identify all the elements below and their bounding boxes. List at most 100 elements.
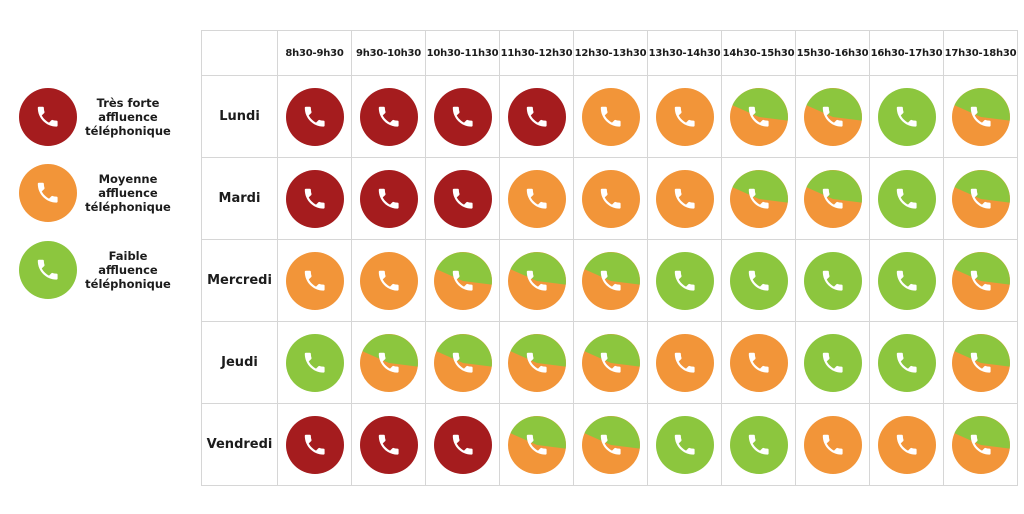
day-label: Lundi: [202, 76, 278, 158]
phone-icon: [729, 87, 789, 147]
phone-icon: [803, 333, 863, 393]
affluence-cell: [352, 404, 426, 486]
phone-icon: [877, 251, 937, 311]
affluence-cell: [500, 158, 574, 240]
affluence-cell: [722, 76, 796, 158]
time-slot-header: 17h30-18h30: [944, 31, 1018, 76]
affluence-cell: [574, 322, 648, 404]
phone-icon: [18, 240, 78, 300]
phone-icon: [729, 333, 789, 393]
phone-icon: [507, 169, 567, 229]
phone-icon: [359, 415, 419, 475]
affluence-cell: [426, 240, 500, 322]
time-slot-header: 8h30-9h30: [278, 31, 352, 76]
affluence-cell: [870, 158, 944, 240]
phone-icon: [803, 251, 863, 311]
phone-icon: [285, 333, 345, 393]
phone-icon: [951, 251, 1011, 311]
affluence-cell: [796, 76, 870, 158]
time-slot-header: 16h30-17h30: [870, 31, 944, 76]
affluence-cell: [796, 404, 870, 486]
phone-icon: [951, 169, 1011, 229]
affluence-cell: [426, 158, 500, 240]
affluence-cell: [500, 240, 574, 322]
grid-corner: [202, 31, 278, 76]
time-slot-header: 12h30-13h30: [574, 31, 648, 76]
affluence-cell: [426, 322, 500, 404]
time-slot-header: 15h30-16h30: [796, 31, 870, 76]
phone-icon: [507, 333, 567, 393]
affluence-cell: [796, 158, 870, 240]
affluence-cell: [278, 240, 352, 322]
legend-label: Faible affluence téléphonique: [85, 249, 171, 291]
legend-item-strong: Très forte affluence téléphonique: [18, 87, 208, 147]
affluence-cell: [500, 322, 574, 404]
affluence-cell: [648, 240, 722, 322]
phone-icon: [433, 333, 493, 393]
phone-icon: [581, 169, 641, 229]
affluence-cell: [574, 404, 648, 486]
affluence-cell: [944, 404, 1018, 486]
day-label: Jeudi: [202, 322, 278, 404]
phone-icon: [655, 415, 715, 475]
day-label: Vendredi: [202, 404, 278, 486]
phone-icon: [951, 333, 1011, 393]
day-label: Mercredi: [202, 240, 278, 322]
affluence-cell: [426, 76, 500, 158]
phone-icon: [433, 251, 493, 311]
affluence-cell: [352, 158, 426, 240]
affluence-cell: [352, 322, 426, 404]
time-slot-header: 11h30-12h30: [500, 31, 574, 76]
affluence-cell: [648, 322, 722, 404]
affluence-cell: [278, 158, 352, 240]
phone-icon: [18, 87, 78, 147]
phone-icon: [729, 415, 789, 475]
phone-icon: [803, 415, 863, 475]
phone-icon: [803, 87, 863, 147]
phone-icon: [877, 415, 937, 475]
affluence-cell: [574, 240, 648, 322]
phone-icon: [951, 87, 1011, 147]
affluence-cell: [722, 240, 796, 322]
phone-icon: [18, 163, 78, 223]
phone-icon: [359, 251, 419, 311]
affluence-cell: [426, 404, 500, 486]
affluence-cell: [278, 404, 352, 486]
phone-icon: [655, 333, 715, 393]
phone-icon: [803, 169, 863, 229]
phone-icon: [507, 251, 567, 311]
phone-icon: [729, 169, 789, 229]
affluence-cell: [278, 76, 352, 158]
phone-icon: [285, 169, 345, 229]
affluence-cell: [944, 240, 1018, 322]
affluence-cell: [944, 158, 1018, 240]
phone-icon: [877, 333, 937, 393]
time-slot-header: 13h30-14h30: [648, 31, 722, 76]
affluence-cell: [500, 76, 574, 158]
affluence-cell: [722, 158, 796, 240]
affluence-cell: [278, 322, 352, 404]
phone-icon: [359, 87, 419, 147]
affluence-cell: [648, 158, 722, 240]
affluence-cell: [870, 240, 944, 322]
phone-icon: [655, 251, 715, 311]
time-slot-header: 9h30-10h30: [352, 31, 426, 76]
phone-icon: [359, 169, 419, 229]
phone-icon: [655, 87, 715, 147]
affluence-cell: [352, 76, 426, 158]
affluence-cell: [500, 404, 574, 486]
legend-label: Très forte affluence téléphonique: [85, 96, 171, 138]
phone-icon: [285, 87, 345, 147]
phone-icon: [507, 87, 567, 147]
affluence-cell: [352, 240, 426, 322]
affluence-cell: [648, 76, 722, 158]
affluence-cell: [722, 404, 796, 486]
affluence-cell: [944, 76, 1018, 158]
phone-icon: [877, 169, 937, 229]
affluence-cell: [796, 240, 870, 322]
affluence-cell: [870, 322, 944, 404]
affluence-cell: [648, 404, 722, 486]
legend-label: Moyenne affluence téléphonique: [85, 172, 171, 214]
phone-icon: [433, 415, 493, 475]
